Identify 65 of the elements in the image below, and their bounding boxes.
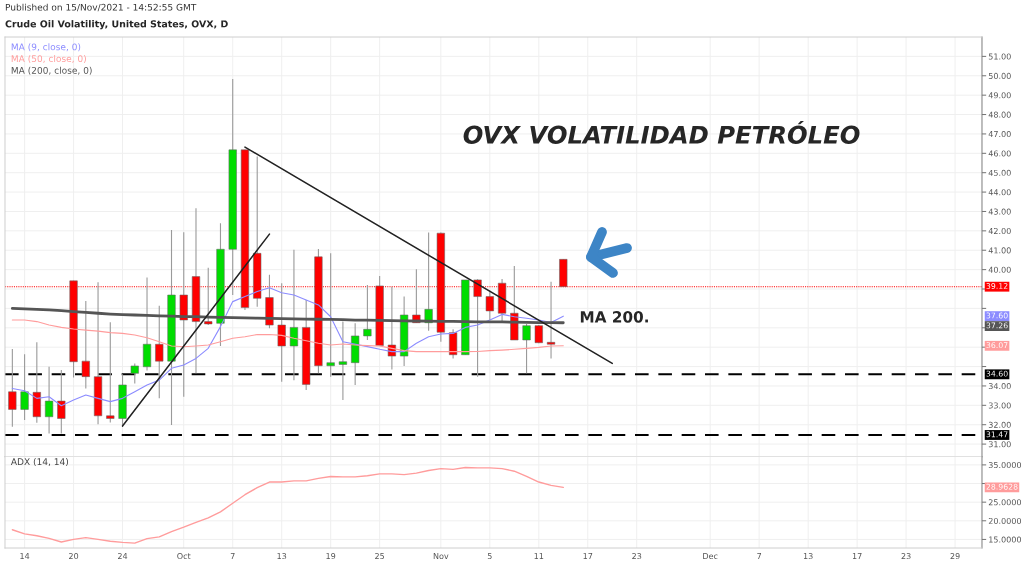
chart-title: Crude Oil Volatility, United States, OVX, D <box>5 20 228 30</box>
x-tick-label: 17 <box>852 553 862 559</box>
x-tick-label: Dec <box>703 553 718 560</box>
x-tick-label: 13 <box>803 553 813 560</box>
text: MA (200, close, 0) <box>11 66 92 75</box>
candlestick <box>20 353 29 421</box>
candlestick <box>142 277 152 371</box>
candlestick <box>522 323 531 374</box>
candlestick <box>485 290 494 321</box>
candlestick <box>449 328 458 359</box>
x-tick-label: 13 <box>277 553 287 560</box>
y-tick-label: 34.00 <box>988 383 1011 390</box>
y-tick-label: 48.00 <box>988 111 1011 118</box>
y-tick-label: 15.0000 <box>989 536 1022 543</box>
y-tick-label: 40.00 <box>988 266 1011 273</box>
line-series <box>10 307 565 325</box>
candlestick <box>338 321 347 401</box>
x-tick-label: 7 <box>230 553 235 559</box>
x-tick-label: 23 <box>901 553 911 560</box>
candlestick <box>289 249 299 381</box>
candlestick <box>81 300 90 390</box>
x-tick-label: 25 <box>375 553 385 560</box>
x-tick-label: 20 <box>69 553 79 560</box>
x-tick-label: 19 <box>326 553 336 560</box>
x-tick-label: 29 <box>950 553 960 560</box>
text: MA (50, close, 0) <box>11 55 86 64</box>
y-tick-label: 41.00 <box>988 247 1011 254</box>
y-tick-label: 42.00 <box>988 227 1011 235</box>
y-tick-label: 51.00 <box>988 53 1011 60</box>
y-tick-label: 25.0000 <box>988 499 1022 506</box>
y-tick-label: 20.0000 <box>988 517 1022 524</box>
candlestick <box>326 252 335 378</box>
x-tick-label: 24 <box>118 553 128 559</box>
candlestick <box>8 348 17 428</box>
candlestick <box>57 369 66 434</box>
x-tick-label: 5 <box>487 553 492 560</box>
y-tick-label: 45.00 <box>988 169 1011 176</box>
text: ADX (14, 14) <box>10 458 69 467</box>
candlestick <box>130 362 139 384</box>
x-tick-label: 14 <box>20 553 30 559</box>
text: MA (9, close, 0) <box>11 43 81 52</box>
candlestick <box>363 284 372 341</box>
x-tick-label: 17 <box>583 553 593 559</box>
y-tick-label: 43.00 <box>988 208 1011 215</box>
y-tick-label: 44.00 <box>988 189 1011 196</box>
annotation: MA 200. <box>580 311 648 323</box>
y-tick-label: 46.00 <box>988 150 1011 157</box>
candlestick <box>45 366 54 434</box>
x-tick-label: Nov <box>433 553 449 560</box>
x-tick-label: 23 <box>632 553 642 560</box>
annotation: OVX VOLATILIDAD PETRÓLEO <box>463 121 860 144</box>
x-tick-label: 11 <box>534 553 544 559</box>
y-tick-label: 33.00 <box>988 402 1011 409</box>
line-series <box>11 466 564 544</box>
y-tick-label: 50.00 <box>988 72 1011 79</box>
text: Published on 15/Nov/2021 - 14:52:55 GMT <box>5 3 197 12</box>
y-tick-label: 35.0000 <box>988 461 1022 469</box>
y-tick-label: 47.00 <box>988 131 1011 138</box>
candlestick <box>155 305 164 399</box>
y-tick-label: 31.00 <box>988 441 1011 448</box>
x-tick-label: Oct <box>177 553 191 560</box>
y-tick-label: 32.00 <box>988 421 1011 428</box>
y-tick-label: 49.00 <box>988 92 1011 99</box>
x-tick-label: 7 <box>757 553 762 559</box>
candlestick <box>106 321 115 423</box>
